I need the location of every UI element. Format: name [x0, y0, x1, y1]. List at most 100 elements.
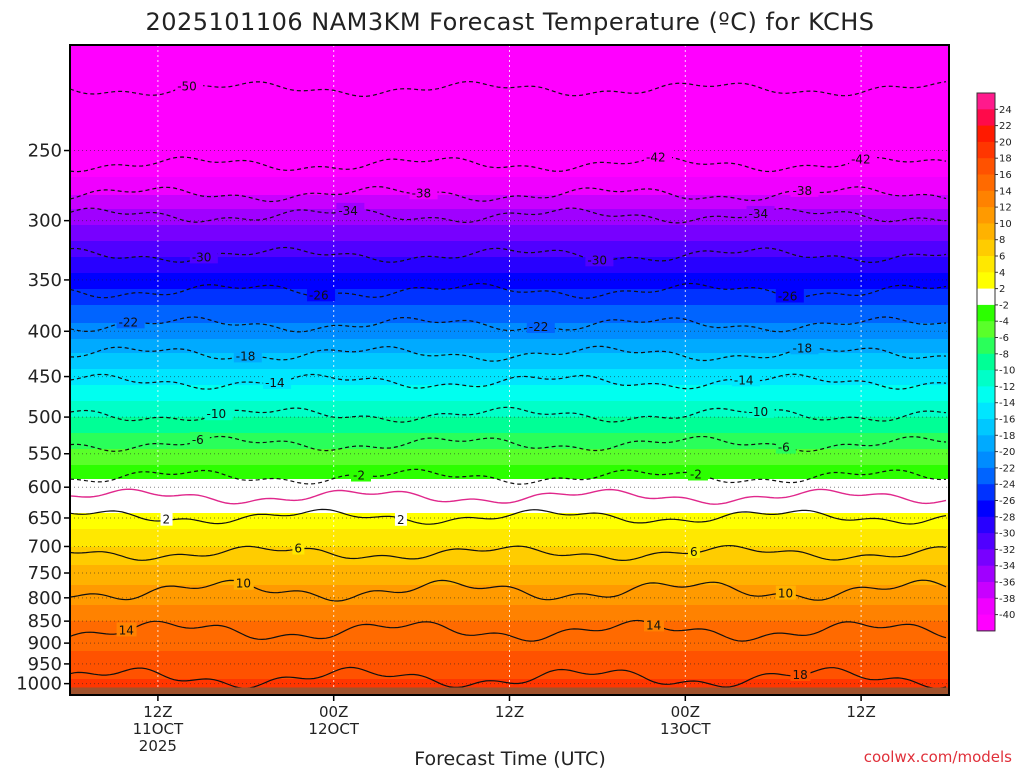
temperature-band [70, 221, 949, 224]
temperature-band [70, 91, 949, 94]
contour-line [70, 468, 947, 485]
temperature-band [70, 567, 949, 570]
colorbar-swatch [977, 549, 995, 567]
temperature-band [70, 401, 949, 404]
temperature-band [70, 87, 949, 90]
temperature-band [70, 523, 949, 526]
temperature-band [70, 393, 949, 396]
temperature-band [70, 421, 949, 424]
y-tick-label: 450 [28, 367, 62, 388]
colorbar-swatch [977, 304, 995, 322]
temperature-band [70, 547, 949, 550]
contour-label-bg [189, 249, 218, 264]
colorbar-label: 20 [999, 137, 1012, 148]
temperature-band [70, 531, 949, 534]
temperature-band [70, 301, 949, 304]
contour-label-bg [790, 182, 819, 197]
contour-label: -2 [353, 469, 365, 483]
temperature-band [70, 267, 949, 270]
temperature-band [70, 123, 949, 126]
temperature-band [70, 627, 949, 630]
temperature-band [70, 637, 949, 640]
contour-line [70, 207, 947, 224]
x-tick-label: 11OCT [133, 720, 184, 738]
contour-label: -14 [265, 376, 285, 390]
temperature-band [70, 407, 949, 410]
contour-label-bg [849, 151, 878, 166]
temperature-band [70, 331, 949, 334]
x-tick-label: 00Z [319, 703, 348, 721]
x-tick-label: 00Z [671, 703, 700, 721]
temperature-band [70, 71, 949, 74]
colorbar-swatch [977, 158, 995, 175]
contour-label: 10 [778, 587, 793, 601]
temperature-band [70, 93, 949, 96]
contour-label: -38 [793, 184, 813, 198]
y-tick-label: 400 [28, 321, 62, 342]
contour-lines: -50-42 -42-38 -38-34 -34-30 -30-26 -26-22 -22-… [70, 78, 947, 689]
temperature-band [70, 621, 949, 624]
colorbar-label: -18 [999, 431, 1015, 442]
temperature-band [70, 47, 949, 50]
temperature-band [70, 413, 949, 416]
temperature-band [70, 431, 949, 434]
temperature-band [70, 417, 949, 420]
contour-label: -22 [529, 320, 549, 334]
colorbar-swatch [977, 125, 995, 143]
temperature-band [70, 147, 949, 150]
temperature-band [70, 641, 949, 644]
colorbar-legend: 24 22 20 18 16 14 12 10 8 6 4 2 -2 -4 -6 -8 -10 -12 -14 -16… [976, 92, 1015, 632]
colorbar-swatch [977, 141, 995, 159]
temperature-band [70, 177, 949, 180]
temperature-band [70, 453, 949, 456]
temperature-band [70, 381, 949, 384]
colorbar-swatch [977, 500, 995, 518]
colorbar-swatch [977, 321, 995, 338]
temperature-band [70, 527, 949, 530]
x-tick-label: 2025 [139, 737, 177, 755]
temperature-band [70, 541, 949, 544]
colorbar-swatch [977, 598, 995, 615]
colorbar-swatch [977, 353, 995, 371]
temperature-band [70, 451, 949, 454]
temperature-band [70, 61, 949, 64]
temperature-band [70, 137, 949, 140]
temperature-band [70, 433, 949, 436]
colorbar-swatch [977, 93, 995, 110]
colorbar-label: 2 [999, 284, 1005, 295]
colorbar-swatch [977, 256, 995, 273]
contour-label-bg [644, 149, 672, 164]
temperature-band [70, 353, 949, 356]
ground-terrain [70, 687, 949, 695]
temperature-band [70, 67, 949, 70]
colorbar-label: -26 [999, 496, 1015, 507]
colorbar-frame [976, 92, 996, 632]
contour-label: -18 [793, 341, 813, 355]
colorbar-label: -34 [999, 561, 1015, 572]
temperature-band [70, 211, 949, 214]
temperature-band [70, 247, 949, 250]
temperature-band [70, 363, 949, 366]
temperature-band [70, 643, 949, 646]
temperature-band [70, 441, 949, 444]
contour-label: 2 [163, 513, 171, 527]
temperature-band [70, 133, 949, 136]
x-tick-label: 12Z [846, 703, 875, 721]
temperature-band [70, 337, 949, 340]
temperature-band [70, 313, 949, 316]
temperature-band [70, 443, 949, 446]
temperature-band [70, 543, 949, 546]
temperature-band [70, 663, 949, 666]
contour-label-bg [336, 202, 365, 217]
temperature-band [70, 327, 949, 330]
contour-line [70, 435, 947, 452]
x-tick-label: 12Z [143, 703, 172, 721]
colorbar-label: -36 [999, 578, 1015, 589]
colorbar-label: 14 [999, 186, 1012, 197]
temperature-band [70, 121, 949, 124]
colorbar-label: -38 [999, 594, 1015, 605]
contour-label-bg [116, 622, 137, 637]
temperature-band [70, 341, 949, 344]
contour-label: 6 [690, 545, 698, 559]
contour-label-bg [731, 372, 760, 387]
